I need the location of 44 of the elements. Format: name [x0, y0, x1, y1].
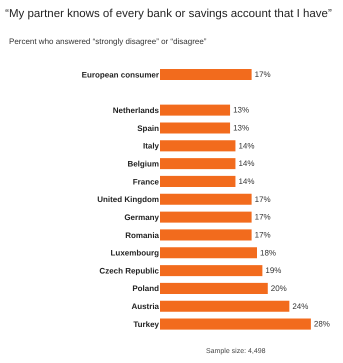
bar: [160, 247, 257, 258]
bar: [160, 318, 311, 330]
y-tick-label: Luxembourg: [110, 248, 160, 258]
bar: [160, 68, 252, 80]
data-label: 17%: [254, 230, 271, 240]
data-label: 14%: [238, 159, 254, 168]
bar: [160, 158, 236, 170]
bar: [160, 140, 236, 152]
chart-subtitle: Percent who answered “strongly disagree” or “disagree”: [9, 37, 207, 46]
data-label: 17%: [254, 70, 271, 79]
bar: [160, 282, 268, 294]
data-label: 28%: [314, 320, 330, 329]
data-label: 13%: [233, 106, 250, 115]
data-label: 19%: [265, 266, 282, 276]
data-label: 14%: [238, 176, 254, 186]
data-label: 24%: [292, 302, 308, 311]
y-tick-label: Spain: [137, 124, 160, 133]
data-label: 13%: [233, 123, 250, 132]
y-tick-label: Romania: [125, 230, 160, 240]
y-tick-label: Germany: [124, 212, 160, 222]
y-tick-label: Belgium: [127, 159, 159, 168]
bar: [160, 265, 262, 276]
data-label: 20%: [270, 284, 287, 293]
y-tick-label: Turkey: [133, 320, 160, 329]
y-tick-label: Czech Republic: [99, 266, 160, 276]
y-tick-label: Italy: [142, 142, 160, 151]
data-label: 17%: [254, 212, 271, 222]
bar: [160, 229, 252, 240]
bar: [160, 104, 230, 116]
y-tick-label: France: [132, 177, 160, 186]
bar: [160, 194, 252, 205]
y-tick-label: Austria: [131, 302, 160, 312]
bar: [160, 300, 290, 312]
y-tick-label: United Kingdom: [97, 195, 159, 204]
data-label: 18%: [260, 248, 276, 258]
y-tick-label: European consumer: [82, 70, 159, 80]
bar: [160, 122, 230, 134]
bar: [160, 176, 236, 187]
data-label: 14%: [238, 141, 254, 150]
bar: [160, 212, 252, 223]
y-tick-label: Netherlands: [112, 106, 160, 115]
data-label: 17%: [254, 194, 271, 204]
y-tick-label: Poland: [132, 284, 160, 294]
chart-title: “My partner knows of every bank or savings account that I have”: [5, 8, 332, 20]
